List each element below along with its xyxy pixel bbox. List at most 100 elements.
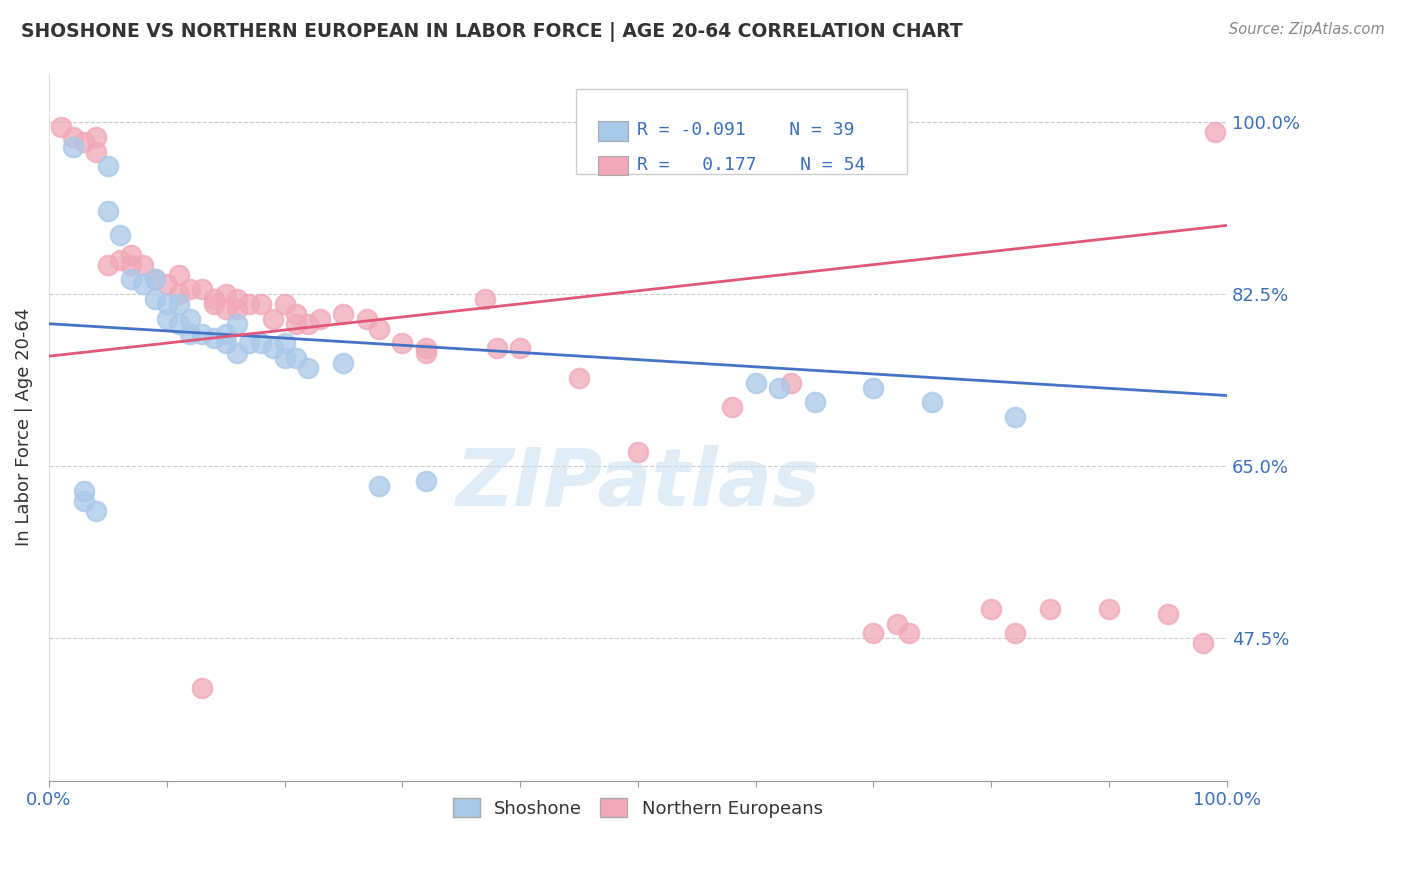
Point	[238, 297, 260, 311]
Point	[1039, 602, 1062, 616]
Y-axis label: In Labor Force | Age 20-64: In Labor Force | Age 20-64	[15, 308, 32, 546]
Point	[84, 145, 107, 159]
Point	[886, 616, 908, 631]
Point	[332, 307, 354, 321]
Point	[768, 381, 790, 395]
Point	[297, 361, 319, 376]
Point	[1004, 626, 1026, 640]
Point	[721, 401, 744, 415]
Point	[167, 297, 190, 311]
Point	[250, 297, 273, 311]
Point	[143, 292, 166, 306]
Point	[202, 297, 225, 311]
Point	[156, 311, 179, 326]
Point	[132, 258, 155, 272]
Point	[897, 626, 920, 640]
Point	[262, 341, 284, 355]
Point	[167, 268, 190, 282]
Point	[980, 602, 1002, 616]
Point	[214, 287, 236, 301]
Point	[214, 326, 236, 341]
Point	[73, 135, 96, 149]
Point	[73, 493, 96, 508]
Point	[191, 681, 214, 695]
Point	[226, 346, 249, 360]
Point	[214, 301, 236, 316]
Point	[356, 311, 378, 326]
Point	[485, 341, 508, 355]
Point	[273, 336, 295, 351]
Point	[273, 297, 295, 311]
Point	[226, 292, 249, 306]
Point	[285, 351, 308, 366]
Point	[143, 272, 166, 286]
Point	[744, 376, 766, 390]
Point	[132, 277, 155, 292]
Point	[273, 351, 295, 366]
Point	[226, 301, 249, 316]
Point	[862, 381, 884, 395]
Point	[367, 479, 389, 493]
Point	[1157, 607, 1180, 621]
Point	[97, 258, 120, 272]
Point	[415, 341, 437, 355]
Point	[332, 356, 354, 370]
Text: R =   0.177    N = 54: R = 0.177 N = 54	[637, 155, 865, 174]
Text: R = -0.091    N = 39: R = -0.091 N = 39	[637, 121, 855, 139]
Point	[108, 228, 131, 243]
Point	[73, 483, 96, 498]
Legend: Shoshone, Northern Europeans: Shoshone, Northern Europeans	[446, 791, 830, 825]
Point	[120, 272, 142, 286]
Point	[191, 326, 214, 341]
Point	[509, 341, 531, 355]
Point	[367, 321, 389, 335]
Point	[120, 248, 142, 262]
Point	[202, 292, 225, 306]
Point	[627, 444, 650, 458]
Point	[297, 317, 319, 331]
Point	[84, 503, 107, 517]
Point	[921, 395, 943, 409]
Point	[167, 317, 190, 331]
Point	[120, 258, 142, 272]
Point	[1192, 636, 1215, 650]
Point	[179, 326, 201, 341]
Text: SHOSHONE VS NORTHERN EUROPEAN IN LABOR FORCE | AGE 20-64 CORRELATION CHART: SHOSHONE VS NORTHERN EUROPEAN IN LABOR F…	[21, 22, 963, 42]
Point	[308, 311, 330, 326]
Point	[179, 311, 201, 326]
Point	[1204, 125, 1226, 139]
Point	[474, 292, 496, 306]
Point	[97, 160, 120, 174]
Point	[167, 287, 190, 301]
Point	[62, 129, 84, 144]
Point	[179, 282, 201, 296]
Point	[415, 474, 437, 488]
Point	[1098, 602, 1121, 616]
Point	[191, 282, 214, 296]
Point	[262, 311, 284, 326]
Point	[202, 331, 225, 345]
Point	[1004, 410, 1026, 425]
Point	[803, 395, 825, 409]
Point	[415, 346, 437, 360]
Point	[156, 277, 179, 292]
Point	[156, 297, 179, 311]
Text: ZIPatlas: ZIPatlas	[456, 444, 820, 523]
Point	[391, 336, 413, 351]
Point	[214, 336, 236, 351]
Point	[285, 317, 308, 331]
Point	[285, 307, 308, 321]
Point	[108, 252, 131, 267]
Text: Source: ZipAtlas.com: Source: ZipAtlas.com	[1229, 22, 1385, 37]
Point	[780, 376, 803, 390]
Point	[862, 626, 884, 640]
Point	[250, 336, 273, 351]
Point	[62, 139, 84, 153]
Point	[143, 272, 166, 286]
Point	[568, 371, 591, 385]
Point	[49, 120, 72, 134]
Point	[238, 336, 260, 351]
Point	[97, 203, 120, 218]
Point	[84, 129, 107, 144]
Point	[226, 317, 249, 331]
